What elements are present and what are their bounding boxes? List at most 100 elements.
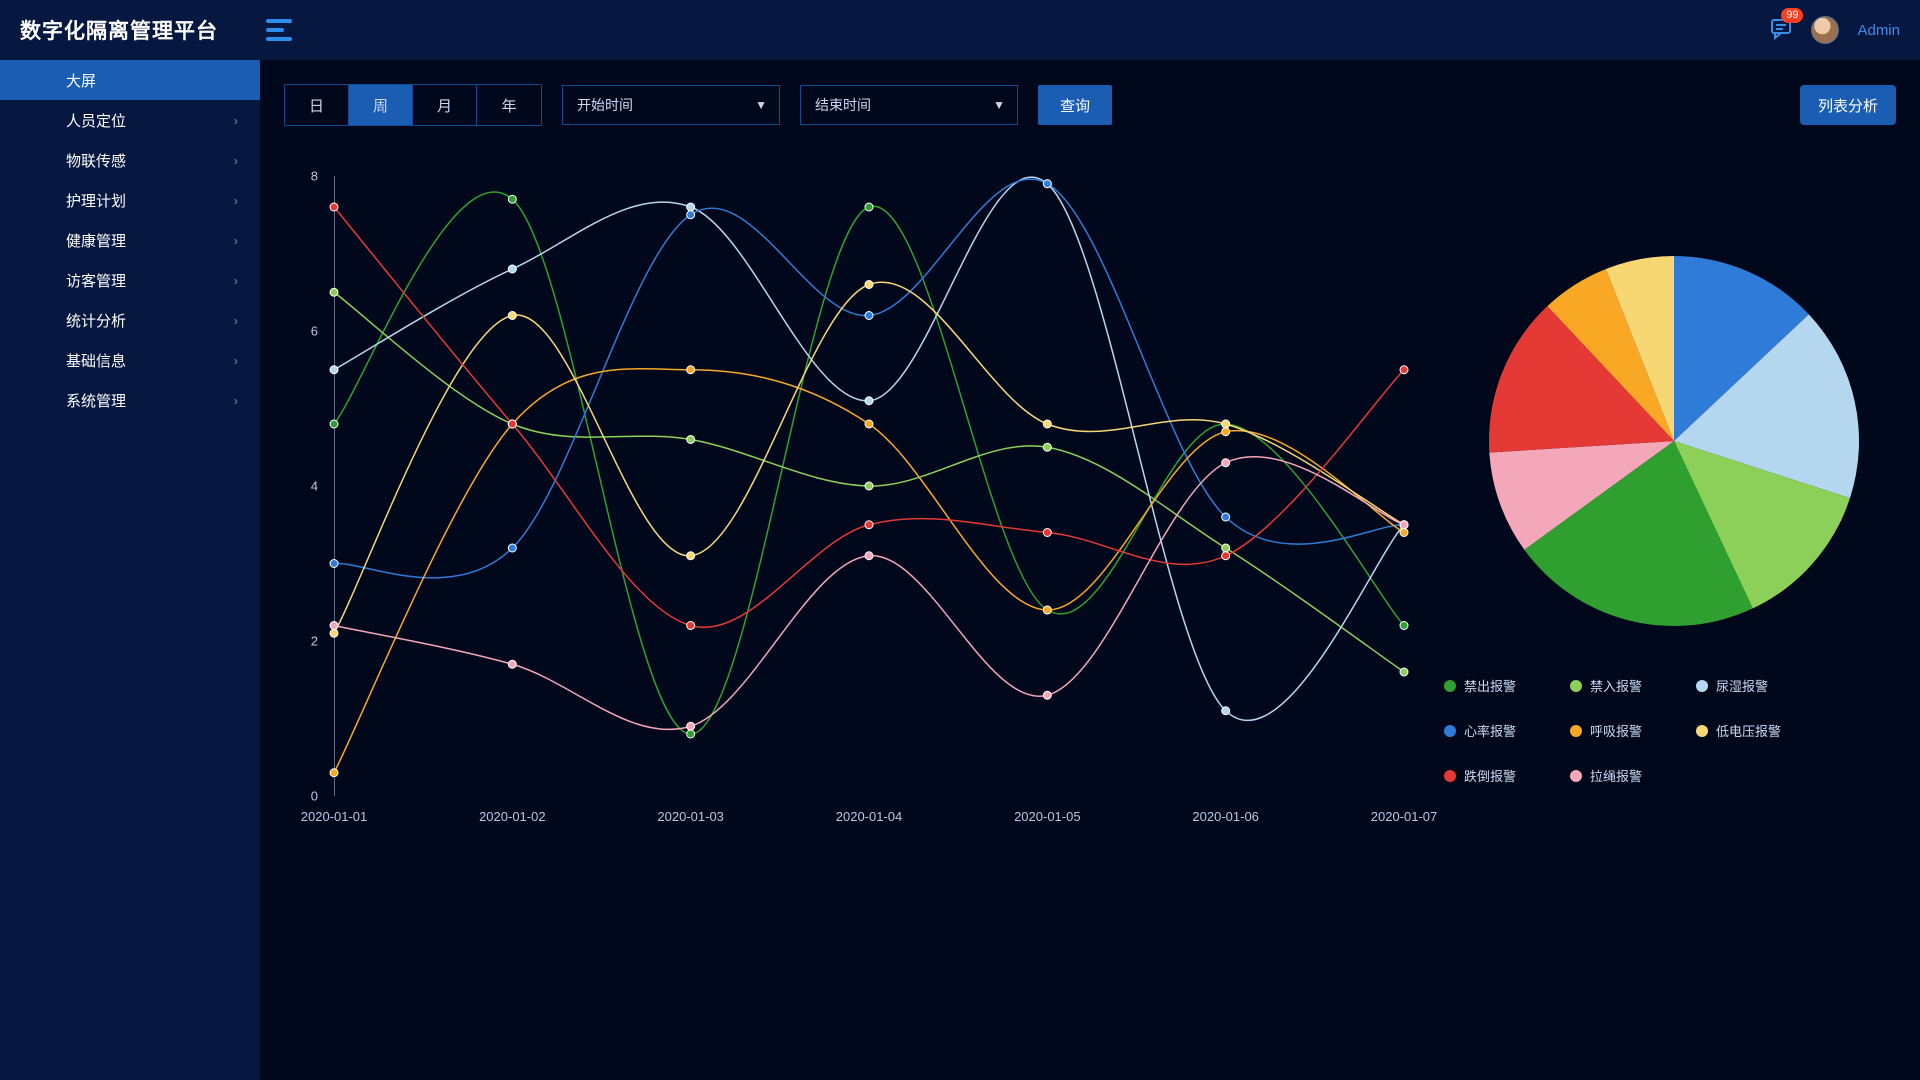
series-marker bbox=[1043, 180, 1051, 188]
end-date-select[interactable]: 结束时间 ▼ bbox=[800, 85, 1018, 125]
notifications-button[interactable]: 99 bbox=[1769, 16, 1793, 45]
series-marker bbox=[1222, 420, 1230, 428]
sidebar-item-label: 健康管理 bbox=[66, 230, 126, 251]
sidebar-item-8[interactable]: 系统管理› bbox=[0, 380, 260, 420]
legend-item[interactable]: 拉绳报警 bbox=[1570, 766, 1660, 785]
sidebar-item-label: 护理计划 bbox=[66, 190, 126, 211]
series-marker bbox=[1400, 529, 1408, 537]
x-tick: 2020-01-07 bbox=[1371, 809, 1438, 824]
segment-日[interactable]: 日 bbox=[285, 85, 349, 125]
series-marker bbox=[508, 420, 516, 428]
legend-item[interactable]: 禁出报警 bbox=[1444, 676, 1534, 695]
series-line bbox=[334, 457, 1404, 730]
legend-dot bbox=[1696, 725, 1708, 737]
series-line bbox=[334, 192, 1404, 734]
sidebar-item-2[interactable]: 物联传感 › bbox=[0, 140, 260, 180]
analyze-button[interactable]: 列表分析 bbox=[1800, 85, 1896, 125]
start-date-placeholder: 开始时间 bbox=[577, 95, 633, 115]
series-marker bbox=[508, 544, 516, 552]
series-marker bbox=[1222, 513, 1230, 521]
legend-dot bbox=[1444, 770, 1456, 782]
line-chart: 02468 2020-01-012020-01-022020-01-032020… bbox=[284, 176, 1414, 836]
series-marker bbox=[1400, 366, 1408, 374]
x-tick: 2020-01-04 bbox=[836, 809, 903, 824]
header: 数字化隔离管理平台 99 Admin bbox=[0, 0, 1920, 60]
y-tick: 6 bbox=[278, 324, 318, 339]
series-marker bbox=[687, 730, 695, 738]
chevron-right-icon: › bbox=[234, 233, 238, 248]
segment-周[interactable]: 周 bbox=[349, 85, 413, 125]
legend-item[interactable]: 低电压报警 bbox=[1696, 721, 1786, 740]
legend-label: 尿湿报警 bbox=[1716, 676, 1768, 695]
series-marker bbox=[508, 195, 516, 203]
series-marker bbox=[330, 769, 338, 777]
sidebar-item-label: 统计分析 bbox=[66, 310, 126, 331]
avatar[interactable] bbox=[1811, 16, 1839, 44]
sidebar: 大屏人员定位›物联传感›护理计划›健康管理›访客管理›统计分析›基础信息›系统管… bbox=[0, 60, 260, 1080]
legend-item[interactable]: 心率报警 bbox=[1444, 721, 1534, 740]
legend-label: 拉绳报警 bbox=[1590, 766, 1642, 785]
sidebar-item-7[interactable]: 基础信息 › bbox=[0, 340, 260, 380]
series-marker bbox=[1222, 707, 1230, 715]
series-marker bbox=[330, 288, 338, 296]
series-marker bbox=[865, 281, 873, 289]
chevron-right-icon: › bbox=[234, 353, 238, 368]
caret-down-icon: ▼ bbox=[755, 98, 767, 112]
series-marker bbox=[330, 622, 338, 630]
sidebar-item-6[interactable]: 统计分析 › bbox=[0, 300, 260, 340]
legend-dot bbox=[1570, 680, 1582, 692]
legend-item[interactable]: 跌倒报警 bbox=[1444, 766, 1534, 785]
sidebar-item-4[interactable]: 健康管理 › bbox=[0, 220, 260, 260]
series-marker bbox=[508, 265, 516, 273]
app-title: 数字化隔离管理平台 bbox=[20, 15, 218, 45]
series-marker bbox=[1043, 606, 1051, 614]
menu-toggle-icon[interactable] bbox=[266, 19, 292, 41]
series-marker bbox=[865, 552, 873, 560]
start-date-select[interactable]: 开始时间 ▼ bbox=[562, 85, 780, 125]
sidebar-item-label: 物联传感 bbox=[66, 150, 126, 171]
series-marker bbox=[1400, 521, 1408, 529]
badge-count: 99 bbox=[1781, 8, 1803, 23]
sidebar-item-5[interactable]: 访客管理› bbox=[0, 260, 260, 300]
series-marker bbox=[687, 436, 695, 444]
sidebar-item-label: 基础信息 bbox=[66, 350, 126, 371]
series-marker bbox=[865, 482, 873, 490]
legend-dot bbox=[1570, 770, 1582, 782]
series-marker bbox=[1043, 420, 1051, 428]
segment-月[interactable]: 月 bbox=[413, 85, 477, 125]
series-marker bbox=[687, 622, 695, 630]
legend-dot bbox=[1444, 725, 1456, 737]
series-marker bbox=[865, 203, 873, 211]
x-tick: 2020-01-06 bbox=[1192, 809, 1259, 824]
segment-年[interactable]: 年 bbox=[477, 85, 541, 125]
end-date-placeholder: 结束时间 bbox=[815, 95, 871, 115]
series-marker bbox=[687, 722, 695, 730]
series-marker bbox=[1043, 691, 1051, 699]
sidebar-item-1[interactable]: 人员定位› bbox=[0, 100, 260, 140]
x-tick: 2020-01-03 bbox=[657, 809, 724, 824]
legend-item[interactable]: 尿湿报警 bbox=[1696, 676, 1786, 695]
x-tick: 2020-01-01 bbox=[301, 809, 368, 824]
chart-legend: 禁出报警 禁入报警 尿湿报警心率报警 呼吸报警 低电压报警跌倒报警 拉绳报警 bbox=[1444, 676, 1904, 785]
period-segment: 日周月年 bbox=[284, 84, 542, 126]
series-marker bbox=[865, 397, 873, 405]
series-marker bbox=[1222, 544, 1230, 552]
legend-label: 心率报警 bbox=[1464, 721, 1516, 740]
legend-item[interactable]: 呼吸报警 bbox=[1570, 721, 1660, 740]
y-tick: 2 bbox=[278, 634, 318, 649]
legend-dot bbox=[1570, 725, 1582, 737]
series-line bbox=[334, 177, 1404, 720]
sidebar-item-0[interactable]: 大屏 bbox=[0, 60, 260, 100]
series-marker bbox=[1222, 428, 1230, 436]
username[interactable]: Admin bbox=[1857, 22, 1900, 39]
sidebar-item-3[interactable]: 护理计划› bbox=[0, 180, 260, 220]
series-marker bbox=[687, 366, 695, 374]
chevron-right-icon: › bbox=[234, 313, 238, 328]
chevron-right-icon: › bbox=[234, 153, 238, 168]
query-button[interactable]: 查询 bbox=[1038, 85, 1112, 125]
chevron-right-icon: › bbox=[234, 273, 238, 288]
legend-item[interactable]: 禁入报警 bbox=[1570, 676, 1660, 695]
caret-down-icon: ▼ bbox=[993, 98, 1005, 112]
series-marker bbox=[330, 420, 338, 428]
y-tick: 8 bbox=[278, 169, 318, 184]
